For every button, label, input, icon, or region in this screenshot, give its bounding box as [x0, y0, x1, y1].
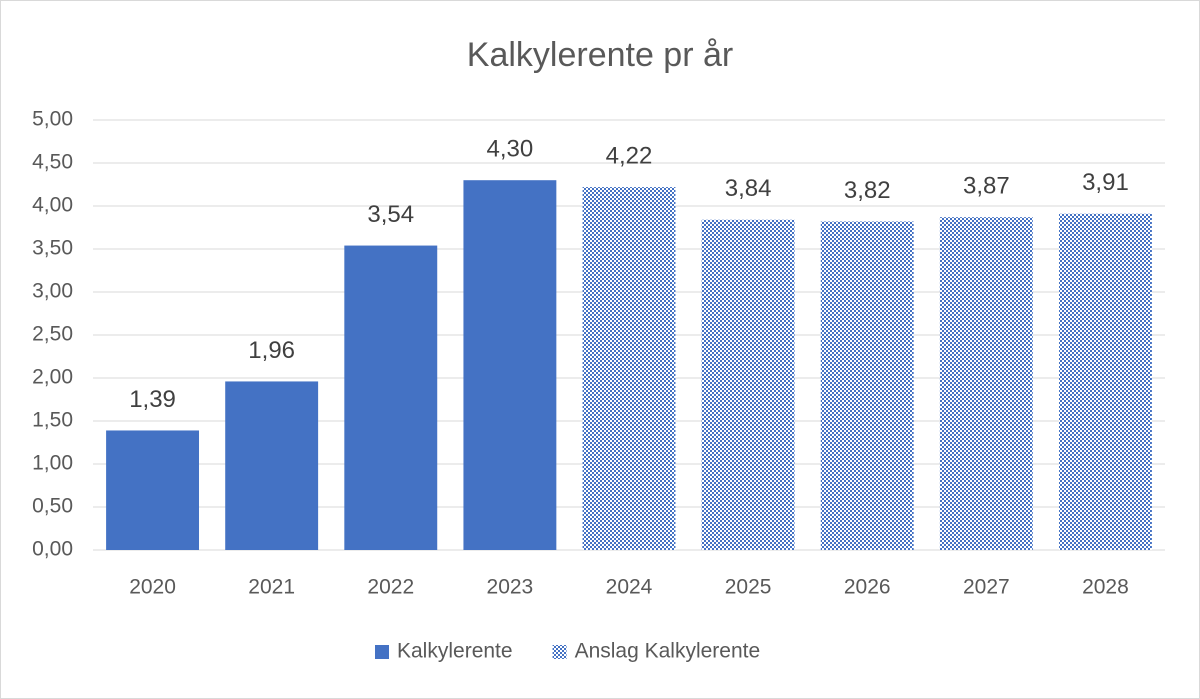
- bar: [1058, 213, 1152, 551]
- data-label: 3,91: [1082, 169, 1129, 196]
- x-tick-label: 2020: [129, 576, 176, 599]
- data-label: 3,82: [844, 177, 891, 204]
- x-tick-label: 2024: [606, 576, 653, 599]
- y-tick-label: 4,50: [32, 151, 73, 174]
- y-tick-label: 2,00: [32, 366, 73, 389]
- x-tick-label: 2021: [248, 576, 295, 599]
- y-tick-label: 1,50: [32, 409, 73, 432]
- y-tick-label: 3,50: [32, 237, 73, 260]
- data-label: 4,22: [606, 142, 653, 169]
- bar: [106, 430, 200, 550]
- legend-swatch: [375, 645, 389, 659]
- data-label: 1,39: [129, 386, 176, 413]
- x-tick-label: 2023: [487, 576, 534, 599]
- data-label: 3,87: [963, 173, 1010, 200]
- data-label: 4,30: [487, 136, 534, 163]
- y-tick-label: 2,50: [32, 323, 73, 346]
- y-tick-label: 1,00: [32, 452, 73, 475]
- y-tick-label: 4,00: [32, 194, 73, 217]
- x-tick-label: 2028: [1082, 576, 1129, 599]
- bar: [820, 221, 914, 551]
- bar: [939, 217, 1033, 550]
- y-tick-label: 5,00: [32, 108, 73, 131]
- y-tick-label: 0,50: [32, 495, 73, 518]
- chart-title: Kalkylerente pr år: [467, 36, 733, 74]
- bar: [225, 381, 319, 550]
- x-tick-label: 2026: [844, 576, 891, 599]
- y-tick-label: 3,00: [32, 280, 73, 303]
- bar: [582, 187, 676, 550]
- bar: [463, 180, 557, 550]
- x-tick-label: 2022: [367, 576, 414, 599]
- x-tick-label: 2025: [725, 576, 772, 599]
- legend-swatch: [552, 645, 567, 659]
- legend-label: Anslag Kalkylerente: [575, 640, 761, 663]
- data-label: 1,96: [248, 337, 295, 364]
- bar: [701, 219, 795, 550]
- data-label: 3,54: [367, 201, 414, 228]
- x-tick-label: 2027: [963, 576, 1010, 599]
- legend-label: Kalkylerente: [397, 640, 513, 663]
- bar: [344, 245, 438, 550]
- y-tick-label: 0,00: [32, 538, 73, 561]
- data-label: 3,84: [725, 175, 772, 202]
